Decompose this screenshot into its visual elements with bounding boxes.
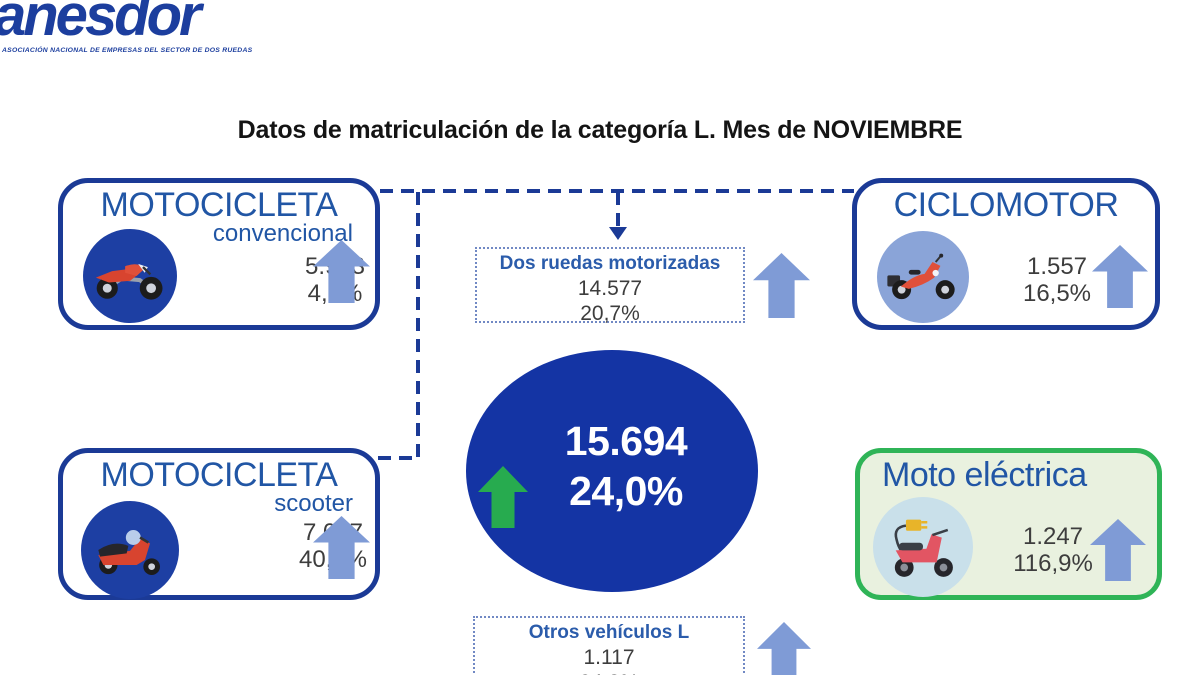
aggregate-label: Dos ruedas motorizadas xyxy=(499,253,721,274)
vehicle-icon-circle xyxy=(81,501,179,599)
aggregate-percent: 94,3% xyxy=(475,670,743,675)
connector-top-horizontal xyxy=(380,189,854,193)
card-stats: 1.247 116,9% xyxy=(1005,523,1101,577)
logo-tagline: ASOCIACIÓN NACIONAL DE EMPRESAS DEL SECT… xyxy=(2,46,253,54)
card-stats: 1.557 16,5% xyxy=(1012,253,1102,307)
vehicle-icon-circle xyxy=(83,229,177,323)
aggregate-value: 14.577 xyxy=(577,277,643,300)
card-value: 1.557 xyxy=(1026,253,1088,280)
aggregate-label: Otros vehículos L xyxy=(528,622,690,643)
connector-left-vertical xyxy=(416,192,420,458)
total-value: 15.694 xyxy=(564,418,688,464)
trend-up-arrow-green-icon xyxy=(478,466,528,528)
card-motocicleta-scooter: MOTOCICLETA scooter 7.027 40,1% xyxy=(58,448,380,600)
card-title: MOTOCICLETA xyxy=(100,456,338,494)
card-title: CICLOMOTOR xyxy=(893,186,1119,224)
aggregate-value: 1.117 xyxy=(583,646,635,669)
card-title: MOTOCICLETA xyxy=(100,186,338,224)
vehicle-icon-circle xyxy=(873,497,973,597)
card-value: 1.247 xyxy=(1022,523,1084,550)
connector-center-vertical xyxy=(616,192,620,227)
aggregate-otros-vehiculos: Otros vehículos L 1.117 94,3% xyxy=(473,616,745,675)
total-stats: 15.694 24,0% xyxy=(526,416,726,516)
card-moto-electrica: Moto eléctrica 1.247 116,9% xyxy=(855,448,1162,600)
card-subtitle: scooter xyxy=(274,490,353,517)
total-ellipse: 15.694 24,0% xyxy=(466,350,758,592)
connector-scooter-horizontal xyxy=(378,456,420,460)
moped-icon xyxy=(887,253,955,300)
aggregate-dos-ruedas: Dos ruedas motorizadas 14.577 20,7% xyxy=(475,247,745,325)
card-percent: 116,9% xyxy=(1013,550,1093,577)
trend-up-arrow-icon xyxy=(753,253,810,318)
page-title: Datos de matriculación de la categoría L… xyxy=(237,116,963,144)
card-subtitle: convencional xyxy=(212,220,353,247)
aggregate-percent: 20,7% xyxy=(580,302,640,325)
card-ciclomotor: CICLOMOTOR 1.557 16,5% xyxy=(852,178,1160,330)
card-title: Moto eléctrica xyxy=(882,456,1087,494)
card-motocicleta-convencional: MOTOCICLETA convencional 5.993 4,6% xyxy=(58,178,380,330)
card-percent: 16,5% xyxy=(1022,280,1092,307)
connector-down-arrowhead-icon xyxy=(609,227,627,240)
vehicle-icon-circle xyxy=(877,231,969,323)
trend-up-arrow-icon xyxy=(757,622,811,675)
anesdor-logo: anesdor ASOCIACIÓN NACIONAL DE EMPRESAS … xyxy=(0,0,254,54)
scooter-icon xyxy=(98,530,160,575)
logo-brand-text: anesdor xyxy=(0,0,202,48)
electric-scooter-icon xyxy=(894,519,953,577)
motorcycle-icon xyxy=(95,263,163,300)
total-percent: 24,0% xyxy=(569,468,683,514)
